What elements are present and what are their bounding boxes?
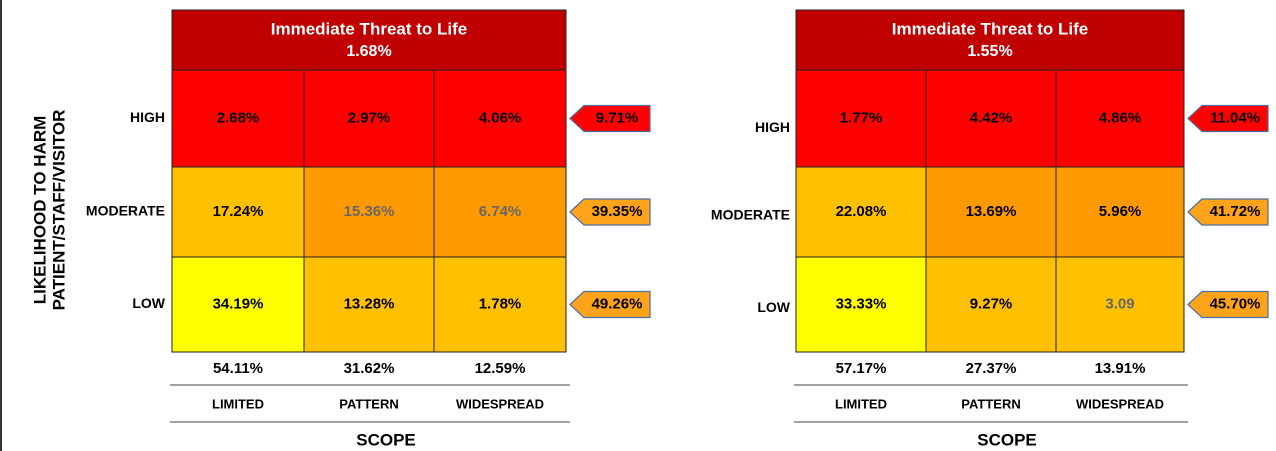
- header: [172, 10, 566, 70]
- cell-value: 4.06%: [479, 109, 522, 126]
- cell-value: 13.28%: [344, 295, 395, 312]
- row-label: HIGH: [130, 109, 165, 125]
- header: [796, 10, 1184, 70]
- cell: [303, 166, 435, 258]
- header-value: 1.68%: [346, 43, 391, 60]
- cell-value: 4.42%: [970, 109, 1013, 126]
- matrix-border: [795, 9, 1185, 353]
- row-total: 45.70%: [1210, 295, 1261, 312]
- row-total: 49.26%: [592, 295, 643, 312]
- cell-value: 1.78%: [479, 295, 522, 312]
- x-axis-label: SCOPE: [356, 430, 416, 449]
- cell-value: 9.27%: [970, 295, 1013, 312]
- cell: [433, 256, 567, 353]
- column-total: 57.17%: [836, 360, 887, 377]
- header-title: Immediate Threat to Life: [271, 19, 467, 38]
- column-label: LIMITED: [212, 396, 264, 411]
- row-label: LOW: [757, 299, 790, 315]
- row-label: HIGH: [755, 119, 790, 135]
- cell-value: 4.86%: [1099, 109, 1142, 126]
- cell-value: 17.24%: [213, 203, 264, 220]
- row-total-tag: [1187, 290, 1269, 319]
- header-value: 1.55%: [967, 43, 1012, 60]
- cell: [925, 166, 1057, 258]
- row-total: 9.71%: [596, 109, 639, 126]
- y-axis-line: LIKELIHOOD TO HARM: [30, 116, 49, 305]
- cell-value: 15.36%: [344, 203, 395, 220]
- header-title: Immediate Threat to Life: [892, 19, 1088, 38]
- cell-value: 6.74%: [479, 203, 522, 220]
- row-label: MODERATE: [86, 203, 165, 219]
- column-total: 54.11%: [213, 360, 263, 377]
- row-total-tag: [569, 290, 651, 319]
- cell: [1055, 256, 1185, 353]
- y-axis-label: LIKELIHOOD TO HARM PATIENT/STAFF/VISITOR: [30, 110, 68, 311]
- row-total: 41.72%: [1210, 203, 1261, 220]
- cell-value: 2.97%: [348, 109, 391, 126]
- cell: [1055, 166, 1185, 258]
- row-total: 39.35%: [592, 203, 643, 220]
- column-total: 27.37%: [966, 360, 1017, 377]
- column-total: 12.59%: [475, 360, 526, 377]
- matrix-border: [171, 9, 567, 353]
- cell-value: 13.69%: [966, 203, 1017, 220]
- cell: [925, 256, 1057, 353]
- column-label: PATTERN: [961, 396, 1020, 411]
- cell-value: 34.19%: [213, 295, 264, 312]
- cell-value: 3.09: [1105, 295, 1134, 312]
- cell: [433, 166, 567, 258]
- row-label: LOW: [132, 295, 165, 311]
- row-total-tag: [569, 198, 651, 226]
- column-label: WIDESPREAD: [1076, 396, 1164, 411]
- cell-value: 33.33%: [836, 295, 887, 312]
- column-label: LIMITED: [835, 396, 887, 411]
- cell: [795, 166, 927, 258]
- cell-value: 2.68%: [217, 109, 260, 126]
- cell: [925, 69, 1057, 168]
- y-axis-line: PATIENT/STAFF/VISITOR: [49, 110, 68, 311]
- column-label: PATTERN: [339, 396, 398, 411]
- cell: [795, 256, 927, 353]
- row-total-tag: [569, 104, 651, 133]
- row-total-tag: [1187, 198, 1269, 226]
- cell-value: 5.96%: [1099, 203, 1142, 220]
- cell: [795, 69, 927, 168]
- row-total-tag: [1187, 104, 1269, 133]
- cell: [303, 256, 435, 353]
- column-total: 13.91%: [1095, 360, 1146, 377]
- row-total: 11.04%: [1210, 109, 1260, 126]
- x-axis-label: SCOPE: [977, 430, 1037, 449]
- cell-value: 1.77%: [840, 109, 883, 126]
- row-label: MODERATE: [711, 207, 790, 223]
- cell: [171, 69, 305, 168]
- cell: [433, 69, 567, 168]
- column-label: WIDESPREAD: [456, 396, 544, 411]
- column-total: 31.62%: [344, 360, 395, 377]
- cell-value: 22.08%: [836, 203, 887, 220]
